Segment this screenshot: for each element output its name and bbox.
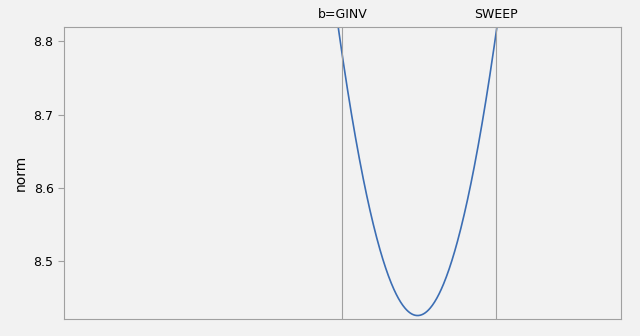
Text: SWEEP: SWEEP bbox=[474, 8, 517, 21]
Y-axis label: norm: norm bbox=[14, 155, 28, 191]
Text: b=GINV: b=GINV bbox=[317, 8, 367, 21]
